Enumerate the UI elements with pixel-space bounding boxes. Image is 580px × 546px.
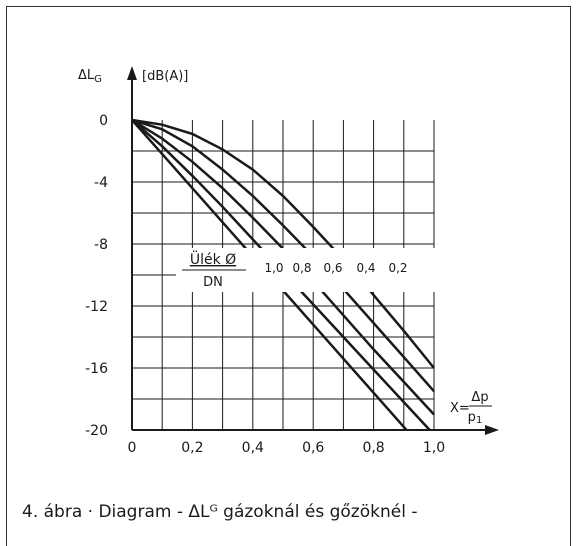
y-tick-label: -4 <box>94 175 108 191</box>
y-tick-label: -12 <box>85 299 108 315</box>
param-label-bottom: DN <box>203 275 223 290</box>
figure-caption: 4. ábra · Diagram - ΔLᴳ gázoknál és gőzö… <box>22 502 418 522</box>
x-axis-title-numerator: Δp <box>471 390 488 405</box>
series-label: 1,0 <box>264 261 283 275</box>
x-tick-label: 0,8 <box>362 440 384 456</box>
y-axis-unit: [dB(A)] <box>142 69 188 84</box>
x-tick-label: 0,4 <box>242 440 264 456</box>
y-tick-label: -8 <box>94 237 108 253</box>
series-label: 0,6 <box>323 261 342 275</box>
x-tick-label: 0 <box>128 440 137 456</box>
x-axis-title-prefix: X= <box>450 401 470 416</box>
series-label: 0,2 <box>388 261 407 275</box>
series-label: 0,8 <box>292 261 311 275</box>
series-line <box>131 118 435 369</box>
series-label: 0,4 <box>356 261 375 275</box>
y-tick-label: -20 <box>85 423 108 439</box>
grid <box>132 120 435 430</box>
figure-frame <box>6 6 571 546</box>
x-axis-arrow-icon <box>485 425 499 435</box>
y-tick-label: 0 <box>99 113 108 129</box>
x-tick-label: 0,6 <box>302 440 324 456</box>
x-tick-label: 1,0 <box>423 440 445 456</box>
x-axis-title-denominator: p1 <box>468 410 483 426</box>
y-axis-arrow-icon <box>127 66 137 80</box>
y-tick-label: -16 <box>85 361 108 377</box>
series-line <box>131 118 435 393</box>
param-label-top: Ülék Ø <box>190 250 236 268</box>
y-axis-title: ΔLG <box>78 68 102 85</box>
x-tick-label: 0,2 <box>181 440 203 456</box>
